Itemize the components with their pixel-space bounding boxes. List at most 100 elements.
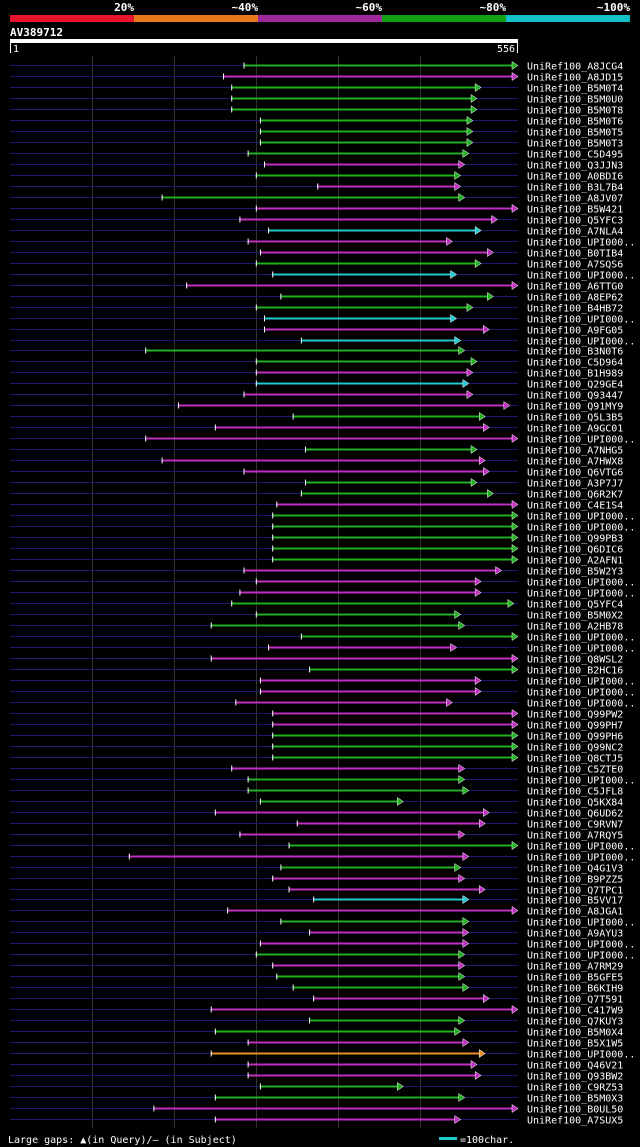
hit-row: UniRef100_UPI000.. (10, 939, 635, 951)
hit-arrow (478, 885, 486, 894)
hit-row: UniRef100_Q5L3B5 (10, 412, 623, 424)
hit-arrow (446, 698, 453, 707)
hit-row: UniRef100_Q7T591 (10, 994, 623, 1006)
hit-arrow (483, 467, 490, 476)
hit-arrow (458, 961, 466, 970)
hit-arrow (511, 434, 519, 443)
hit-label: UniRef100_B5M0T5 (527, 128, 623, 139)
hit-row: UniRef100_A7NLA4 (10, 226, 623, 238)
hit-label: UniRef100_A7RM29 (527, 962, 623, 973)
hit-label: UniRef100_A7NLA4 (527, 227, 623, 238)
hit-row: UniRef100_B3N0T6 (10, 346, 623, 358)
hit-row: UniRef100_Q5YFC4 (10, 599, 623, 611)
hit-row: UniRef100_A9GC01 (10, 423, 623, 435)
hit-arrow (462, 149, 470, 158)
hit-label: UniRef100_UPI000.. (527, 776, 635, 787)
hit-arrow (483, 808, 490, 817)
hit-arrow (454, 182, 462, 191)
hit-row: UniRef100_Q91MY9 (10, 401, 623, 413)
hit-arrow (462, 983, 470, 992)
hit-arrow (511, 709, 519, 718)
hit-arrow (483, 423, 490, 432)
hit-label: UniRef100_B5M0T8 (527, 106, 623, 117)
hit-label: UniRef100_Q7TPC1 (527, 886, 623, 897)
hit-label: UniRef100_A6TTG0 (527, 282, 623, 293)
hit-arrow (466, 116, 474, 125)
hit-label: UniRef100_C9RVN7 (527, 820, 623, 831)
hit-row: UniRef100_Q99PW2 (10, 709, 623, 721)
hit-label: UniRef100_C417W9 (527, 1006, 623, 1017)
hit-arrow (491, 215, 498, 224)
hit-arrow (462, 917, 470, 926)
hit-label: UniRef100_Q3JJN3 (527, 161, 623, 172)
hit-row: UniRef100_Q7TPC1 (10, 885, 623, 897)
hit-row: UniRef100_B5M0X2 (10, 610, 623, 622)
hit-label: UniRef100_A8EP62 (527, 293, 623, 304)
hit-label: UniRef100_C5ZTE0 (527, 765, 623, 776)
hit-label: UniRef100_UPI000.. (527, 337, 635, 348)
hit-arrow (458, 1016, 466, 1025)
hit-row: UniRef100_Q99PH7 (10, 720, 623, 732)
hit-row: UniRef100_Q93447 (10, 390, 623, 402)
hit-arrow (478, 819, 486, 828)
hit-label: UniRef100_UPI000.. (527, 688, 635, 699)
hit-row: UniRef100_C9RVN7 (10, 819, 623, 831)
hit-row: UniRef100_UPI000.. (10, 434, 635, 446)
hit-row: UniRef100_Q6DIC6 (10, 544, 623, 556)
hit-arrow (462, 895, 470, 904)
hit-arrow (397, 797, 404, 806)
hit-label: UniRef100_B1H989 (527, 369, 623, 380)
hit-label: UniRef100_B5M0T4 (527, 84, 623, 95)
hit-label: UniRef100_UPI000.. (527, 512, 635, 523)
hit-arrow (454, 610, 462, 619)
hit-label: UniRef100_Q29GE4 (527, 380, 623, 391)
hit-arrow (511, 204, 519, 213)
hit-arrow (462, 379, 470, 388)
hit-label: UniRef100_UPI000.. (527, 271, 635, 282)
hit-label: UniRef100_A2HB78 (527, 622, 623, 633)
hit-label: UniRef100_Q5L3B5 (527, 413, 623, 424)
hit-arrow (511, 1005, 519, 1014)
hit-label: UniRef100_A8JCG4 (527, 62, 623, 73)
hit-row: UniRef100_UPI000.. (10, 522, 635, 534)
hit-row: UniRef100_C4E1S4 (10, 500, 623, 512)
hit-row: UniRef100_A9FG05 (10, 325, 623, 337)
hit-arrow (511, 665, 519, 674)
hit-row: UniRef100_A8JD15 (10, 72, 623, 84)
hit-row: UniRef100_Q4G1V3 (10, 863, 623, 875)
scale-label-20: 20% (114, 1, 134, 14)
hit-row: UniRef100_B5M0T4 (10, 83, 623, 95)
query-bar (10, 39, 518, 43)
hit-label: UniRef100_Q4G1V3 (527, 864, 623, 875)
hit-label: UniRef100_UPI000.. (527, 523, 635, 534)
hit-arrow (458, 1093, 466, 1102)
hit-arrow (511, 281, 519, 290)
hit-label: UniRef100_B0TIB4 (527, 249, 623, 260)
hit-row: UniRef100_B0UL50 (10, 1104, 623, 1116)
hit-arrow (511, 654, 519, 663)
hit-label: UniRef100_Q5YFC4 (527, 600, 623, 611)
hit-label: UniRef100_B9PZZ5 (527, 875, 623, 886)
hit-arrow (458, 775, 466, 784)
hit-arrow (474, 1071, 482, 1080)
hit-label: UniRef100_B5GFE5 (527, 973, 623, 984)
hit-row: UniRef100_B5M0X3 (10, 1093, 623, 1105)
scale-legend-text: =100char. (460, 1135, 514, 1146)
hit-label: UniRef100_A7NHG5 (527, 446, 623, 457)
hit-row: UniRef100_A8EP62 (10, 292, 623, 304)
hit-label: UniRef100_Q91MY9 (527, 402, 623, 413)
hit-row: UniRef100_UPI000.. (10, 698, 635, 710)
hit-row: UniRef100_Q99PB3 (10, 533, 623, 545)
hit-arrow (470, 1060, 478, 1069)
scale-segment-40 (134, 15, 258, 22)
hit-arrow (462, 928, 470, 937)
scale-segment-100 (506, 15, 630, 22)
hit-row: UniRef100_C417W9 (10, 1005, 623, 1017)
hit-arrow (511, 1104, 519, 1113)
hit-arrow (478, 1049, 486, 1058)
hit-row: UniRef100_UPI000.. (10, 1049, 635, 1061)
hit-row: UniRef100_Q99NC2 (10, 742, 623, 754)
hit-row: UniRef100_A8JCG4 (10, 61, 623, 73)
hit-label: UniRef100_UPI000.. (527, 238, 635, 249)
